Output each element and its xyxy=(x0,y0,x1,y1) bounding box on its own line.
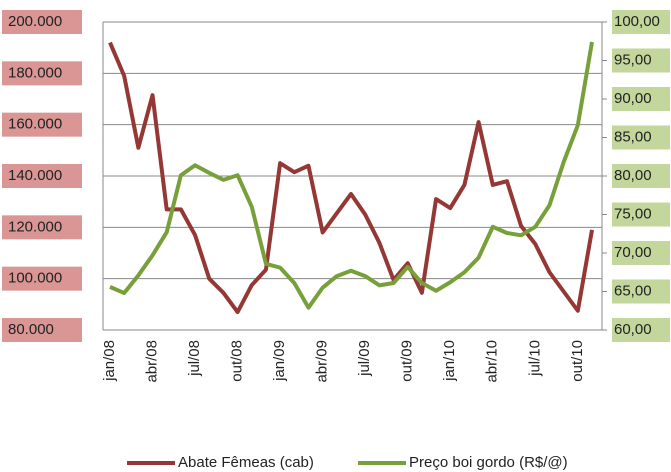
y2-tick-label: 90,00 xyxy=(614,90,652,107)
x-tick-label: out/08 xyxy=(229,340,246,382)
x-tick-label: jul/10 xyxy=(526,340,543,377)
series-line xyxy=(108,41,594,315)
series-line xyxy=(109,41,594,310)
y2-tick-background xyxy=(612,164,670,188)
y-tick-label: 200.000 xyxy=(8,13,62,30)
y-tick-background xyxy=(2,61,82,86)
y2-tick-background xyxy=(612,87,670,111)
x-tick-label: out/09 xyxy=(399,340,416,382)
x-tick-label: jul/08 xyxy=(186,340,203,377)
y2-tick-label: 95,00 xyxy=(614,51,652,68)
y2-tick-background xyxy=(612,10,670,34)
y2-tick-label: 60,00 xyxy=(614,321,652,338)
y2-tick-background xyxy=(612,279,670,304)
y-tick-background xyxy=(2,215,82,240)
x-tick-label: jul/09 xyxy=(356,340,373,377)
x-tick-label: jan/10 xyxy=(441,340,458,382)
y-tick-background xyxy=(2,318,82,342)
y2-tick-background xyxy=(612,202,670,227)
x-tick-label: abr/10 xyxy=(484,340,501,383)
x-tick-label: abr/09 xyxy=(314,340,331,383)
y2-tick-label: 75,00 xyxy=(614,205,652,222)
y-tick-background xyxy=(2,10,82,34)
y-tick-label: 100.000 xyxy=(8,270,62,287)
y2-tick-background xyxy=(612,125,670,150)
y-tick-label: 80.000 xyxy=(8,321,54,338)
y-tick-background xyxy=(2,266,82,291)
legend-label: Preço boi gordo (R$/@) xyxy=(409,454,568,471)
y-tick-label: 160.000 xyxy=(8,116,62,133)
y-tick-background xyxy=(2,112,82,137)
y2-tick-label: 100,00 xyxy=(614,13,660,30)
y2-tick-label: 65,00 xyxy=(614,282,652,299)
legend-label: Abate Fêmeas (cab) xyxy=(178,454,314,471)
y2-tick-label: 85,00 xyxy=(614,128,652,145)
y2-tick-background xyxy=(612,318,670,342)
y2-tick-background xyxy=(612,241,670,265)
y-tick-label: 180.000 xyxy=(8,64,62,81)
x-tick-label: jan/08 xyxy=(101,340,118,382)
x-tick-label: out/10 xyxy=(569,340,586,382)
x-tick-label: abr/08 xyxy=(143,340,160,383)
y-tick-background xyxy=(2,164,82,188)
x-tick-label: jan/09 xyxy=(271,340,288,382)
y-tick-label: 140.000 xyxy=(8,167,62,184)
y2-tick-background xyxy=(612,48,670,73)
y2-tick-label: 70,00 xyxy=(614,244,652,261)
y-tick-label: 120.000 xyxy=(8,218,62,235)
y2-tick-label: 80,00 xyxy=(614,167,652,184)
